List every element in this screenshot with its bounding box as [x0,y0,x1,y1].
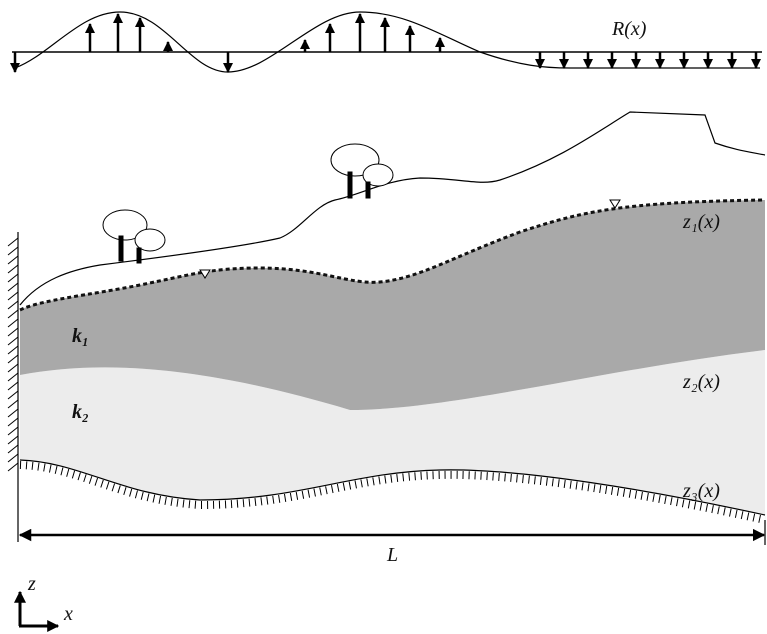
hatch-line [8,463,18,471]
hatch-line [8,319,18,327]
hatch-line [8,409,18,417]
recharge-curve [15,12,760,72]
hatch-line [8,274,18,282]
hatch-line [8,265,18,273]
hatch-line [8,346,18,354]
trees [103,144,393,263]
k1-label: k₁ [72,325,89,347]
hatch-line [8,256,18,264]
boundary-hatch [8,238,18,471]
hatch-line [8,238,18,246]
recharge [12,12,762,72]
hatch-line [8,283,18,291]
hatch-line [8,418,18,426]
hatch-line [8,328,18,336]
hatch-line [8,400,18,408]
length-label: L [386,544,398,566]
hatch-line [8,247,18,255]
hatch-line [8,364,18,372]
hatch-line [8,292,18,300]
hatch-line [8,337,18,345]
hatch-line [8,391,18,399]
hatch-line [8,382,18,390]
hatch-line [8,355,18,363]
recharge-label: R(x) [611,18,647,40]
hatch-line [8,427,18,435]
z-axis-label: z [27,573,36,595]
water-table-label: z₁(x) [682,211,720,233]
hatch-line [8,454,18,462]
hatch-line [8,445,18,453]
hatch-line [8,436,18,444]
hatch-line [8,310,18,318]
hatch-line [8,373,18,381]
aquifer-diagram: R(x) z₁(x) z₂(x) z₃(x) k₁ k₂ L z x [0,0,767,634]
bedrock-label: z₃(x) [682,480,720,502]
interface-label: z₂(x) [682,371,720,393]
hatch-line [8,301,18,309]
x-axis-label: x [63,603,73,625]
k2-label: k₂ [72,401,89,423]
